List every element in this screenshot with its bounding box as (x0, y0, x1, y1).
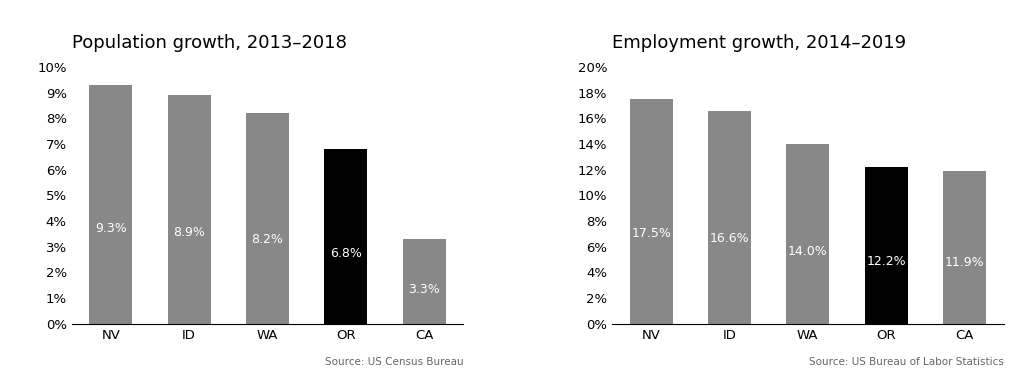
Bar (864, 167, 907, 324)
Text: Source: US Census Bureau: Source: US Census Bureau (325, 357, 463, 367)
Bar (402, 239, 445, 324)
Text: 11.9%: 11.9% (944, 256, 984, 269)
Bar (89, 85, 132, 324)
Text: 8.2%: 8.2% (252, 233, 284, 246)
Text: 16.6%: 16.6% (710, 232, 750, 245)
Bar (168, 95, 211, 324)
Text: Source: US Bureau of Labor Statistics: Source: US Bureau of Labor Statistics (809, 357, 1004, 367)
Text: 14.0%: 14.0% (787, 245, 827, 258)
Bar (708, 110, 751, 324)
Text: 8.9%: 8.9% (173, 226, 205, 239)
Text: 17.5%: 17.5% (631, 227, 671, 240)
Bar (943, 171, 986, 324)
Bar (786, 144, 829, 324)
Text: 3.3%: 3.3% (409, 283, 440, 296)
Text: Employment growth, 2014–2019: Employment growth, 2014–2019 (612, 34, 906, 52)
Text: 9.3%: 9.3% (95, 222, 127, 235)
Bar (630, 99, 673, 324)
Bar (246, 113, 289, 324)
Text: Population growth, 2013–2018: Population growth, 2013–2018 (72, 34, 346, 52)
Bar (325, 149, 368, 324)
Text: 6.8%: 6.8% (330, 247, 361, 260)
Text: 12.2%: 12.2% (866, 254, 906, 267)
